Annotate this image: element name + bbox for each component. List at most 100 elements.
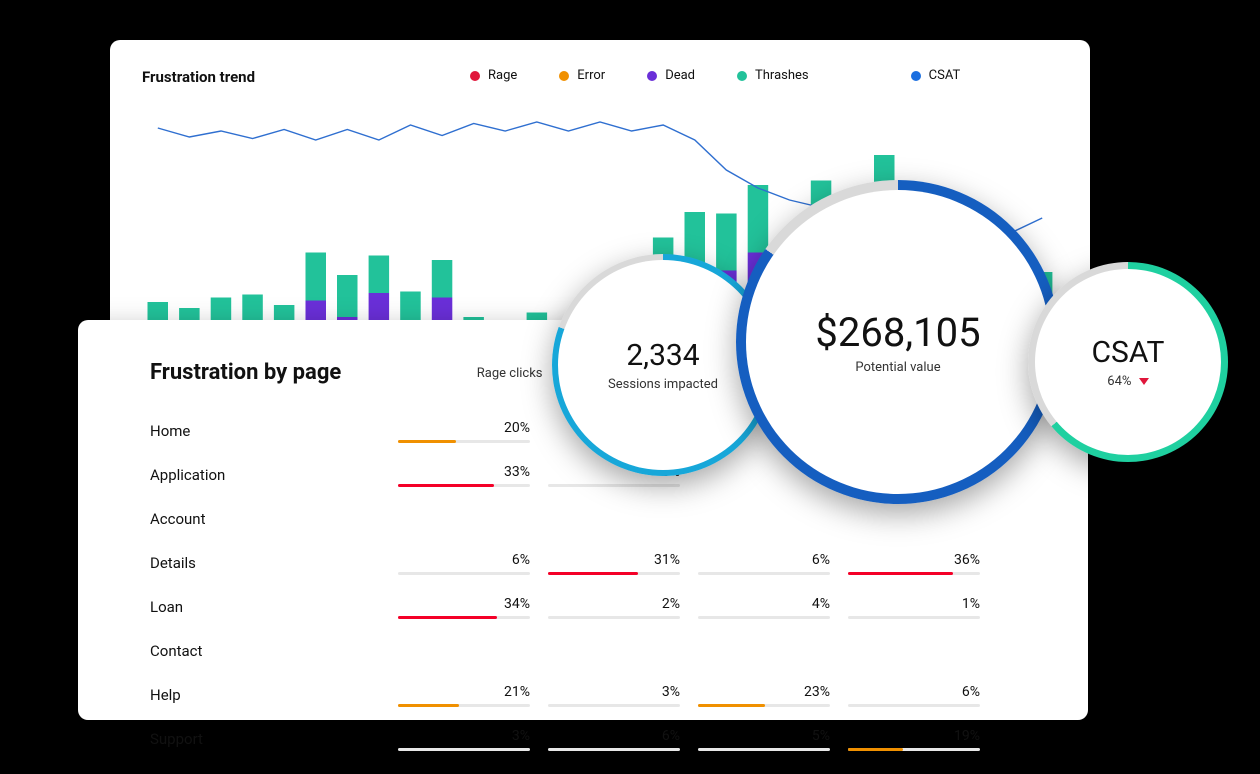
metric-value: 36% — [848, 552, 980, 568]
trend-bar-segment — [369, 256, 390, 294]
trend-bar-segment — [337, 275, 358, 317]
trend-bar-segment — [369, 293, 390, 323]
page-name: Support — [150, 728, 398, 748]
metric-cell: 6% — [698, 552, 848, 575]
legend-item-thrashes[interactable]: Thrashes — [737, 68, 809, 83]
trend-bar-segment — [432, 298, 453, 321]
page-name: Contact — [150, 640, 398, 660]
legend-label: Error — [577, 68, 605, 83]
metric-track — [848, 572, 980, 575]
metric-bar — [848, 748, 903, 751]
table-row[interactable]: Contact — [150, 640, 1048, 684]
metric-value: 4% — [698, 596, 830, 612]
legend-item-error[interactable]: Error — [559, 68, 605, 83]
metric-cell: 21% — [398, 684, 548, 707]
legend-label: Rage — [488, 68, 517, 83]
metric-value: 6% — [398, 552, 530, 568]
legend-dot-icon — [911, 71, 921, 81]
page-name: Application — [150, 464, 398, 484]
metric-cell: 1% — [848, 596, 998, 619]
legend-item-csat[interactable]: CSAT — [911, 68, 961, 83]
kpi-csat-percent: 64% — [1107, 374, 1131, 389]
trend-bar-segment — [306, 253, 327, 301]
legend-item-rage[interactable]: Rage — [470, 68, 517, 83]
metric-bar — [398, 616, 497, 619]
metric-track — [398, 484, 530, 487]
metric-track — [398, 616, 530, 619]
legend-item-dead[interactable]: Dead — [647, 68, 695, 83]
metric-track — [548, 704, 680, 707]
metric-bar — [698, 704, 765, 707]
kpi-csat: CSAT 64% — [1028, 262, 1228, 462]
metric-track — [698, 748, 830, 751]
metric-value: 6% — [848, 684, 980, 700]
metric-value: 5% — [698, 728, 830, 744]
page-name: Loan — [150, 596, 398, 616]
kpi-csat-title: CSAT — [1092, 335, 1165, 370]
metric-value: 20% — [398, 420, 530, 436]
trend-bar-segment — [716, 214, 737, 271]
metric-value: 3% — [398, 728, 530, 744]
metric-track — [848, 704, 980, 707]
metric-value: 3% — [548, 684, 680, 700]
metric-value: 34% — [398, 596, 530, 612]
table-row[interactable]: Help21% 3% 23% 6% — [150, 684, 1048, 728]
metric-bar — [848, 572, 953, 575]
kpi-potential-value-text: $268,105 — [815, 309, 980, 356]
metric-cell: 6% — [548, 728, 698, 751]
metric-value: 23% — [698, 684, 830, 700]
kpi-potential-value: $268,105 Potential value — [736, 180, 1060, 504]
table-row[interactable]: Loan34% 2% 4% 1% — [150, 596, 1048, 640]
metric-cell: 19% — [848, 728, 998, 751]
page-name: Details — [150, 552, 398, 572]
legend-dot-icon — [647, 71, 657, 81]
metric-track — [698, 616, 830, 619]
metric-track — [398, 748, 530, 751]
legend-label: Thrashes — [755, 68, 809, 83]
metric-track — [698, 704, 830, 707]
column-header[interactable]: Rage clicks — [398, 366, 561, 381]
trend-legend: Rage Error Dead Thrashes CSAT — [470, 68, 1050, 83]
trend-down-icon — [1139, 378, 1149, 385]
trend-bar-segment — [400, 292, 421, 322]
table-row[interactable]: Account — [150, 508, 1048, 552]
trend-bar-segment — [432, 260, 453, 298]
metric-track — [398, 440, 530, 443]
metric-track — [848, 616, 980, 619]
metric-value: 2% — [548, 596, 680, 612]
metric-track — [398, 572, 530, 575]
metric-track — [548, 616, 680, 619]
legend-label: CSAT — [929, 68, 961, 83]
metric-bar — [398, 484, 494, 487]
metric-cell: 20% — [398, 420, 548, 443]
metric-value: 1% — [848, 596, 980, 612]
metric-track — [548, 748, 680, 751]
metric-value: 33% — [398, 464, 530, 480]
metric-value: 21% — [398, 684, 530, 700]
metric-bar — [398, 440, 456, 443]
metric-cell: 34% — [398, 596, 548, 619]
metric-track — [548, 572, 680, 575]
metric-track — [548, 484, 680, 487]
page-name: Help — [150, 684, 398, 704]
table-row[interactable]: Support3% 6%5% 19% — [150, 728, 1048, 772]
metric-bar — [548, 572, 638, 575]
kpi-potential-label: Potential value — [815, 360, 980, 375]
metric-cell: 3% — [398, 728, 548, 751]
legend-label: Dead — [665, 68, 695, 83]
metric-cell: 4% — [698, 596, 848, 619]
metric-value: 6% — [698, 552, 830, 568]
table-row[interactable]: Details6%31%6%36% — [150, 552, 1048, 596]
metric-cell: 33% — [398, 464, 548, 487]
metric-cell: 6% — [398, 552, 548, 575]
trend-bar-segment — [748, 185, 769, 253]
metric-cell: 5% — [698, 728, 848, 751]
metric-cell: 3% — [548, 684, 698, 707]
metric-value: 31% — [548, 552, 680, 568]
metric-cell: 6% — [848, 684, 998, 707]
metric-cell: 31% — [548, 552, 698, 575]
metric-bar — [398, 704, 459, 707]
legend-dot-icon — [559, 71, 569, 81]
kpi-sessions-value: 2,334 — [608, 338, 718, 373]
metric-track — [698, 572, 830, 575]
